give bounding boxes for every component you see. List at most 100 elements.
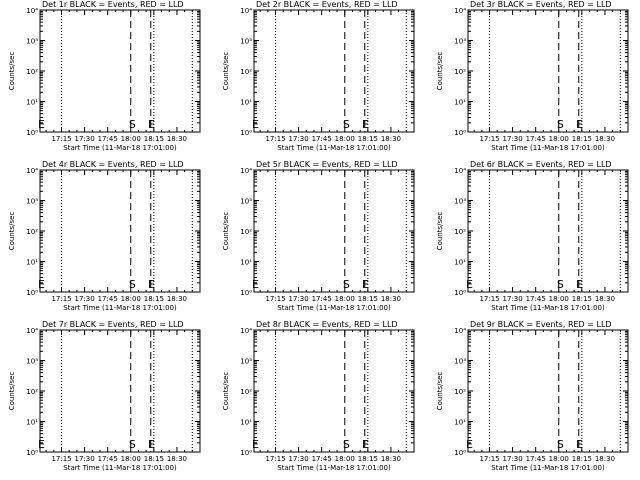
y-tick-label: 10³ [26, 198, 38, 206]
x-tick-label: 18:30 [167, 135, 187, 143]
y-tick-label: 10³ [454, 38, 466, 46]
x-tick-label: 17:30 [289, 135, 309, 143]
x-tick-label: 18:15 [572, 135, 592, 143]
x-tick-label: 17:45 [526, 455, 546, 463]
plot-frame [253, 169, 415, 293]
x-tick-label: 18:15 [572, 295, 592, 303]
plot-frame [467, 9, 629, 133]
panel-title: Det 1r BLACK = Events, RED = LLD [42, 0, 184, 9]
y-tick-label: 10⁰ [240, 289, 252, 297]
marker-s: S [129, 278, 136, 291]
x-tick-label: 18:15 [358, 135, 378, 143]
x-tick-label: 17:15 [265, 455, 285, 463]
y-tick-label: 10³ [240, 198, 252, 206]
x-axis-label: Start Time (11-Mar-18 17:01:00) [491, 144, 605, 152]
x-axis-label: Start Time (11-Mar-18 17:01:00) [63, 464, 177, 472]
panel-6: Det 6r BLACK = Events, RED = LLD 10⁰ 10¹ 10… [436, 160, 629, 312]
marker-e: E [576, 278, 583, 291]
panel-title: Det 8r BLACK = Events, RED = LLD [256, 320, 398, 329]
panel-9: Det 9r BLACK = Events, RED = LLD 10⁰ 10¹ 10… [436, 320, 629, 472]
marker-e: E [38, 118, 45, 131]
plot-frame [39, 9, 201, 133]
panel-2: Det 2r BLACK = Events, RED = LLD 10⁰ 10¹ 10… [222, 0, 415, 152]
x-axis-label: Start Time (11-Mar-18 17:01:00) [491, 464, 605, 472]
y-axis-label: Counts/sec [8, 372, 16, 411]
x-tick-label: 17:15 [51, 455, 71, 463]
y-tick-label: 10⁰ [26, 449, 38, 457]
y-tick-label: 10⁴ [454, 167, 466, 175]
panel-title: Det 5r BLACK = Events, RED = LLD [256, 160, 398, 169]
x-tick-label: 17:30 [289, 295, 309, 303]
x-tick-label: 18:15 [144, 295, 164, 303]
marker-s: S [343, 118, 350, 131]
y-tick-label: 10¹ [240, 99, 252, 107]
panel-3: Det 3r BLACK = Events, RED = LLD 10⁰ 10¹ 10… [436, 0, 629, 152]
x-tick-label: 17:30 [75, 455, 95, 463]
x-tick-label: 18:00 [335, 135, 355, 143]
panel-7: Det 7r BLACK = Events, RED = LLD 10⁰ 10¹ 10… [8, 320, 201, 472]
x-tick-label: 18:15 [572, 455, 592, 463]
marker-s: S [343, 438, 350, 451]
y-tick-label: 10⁴ [26, 327, 38, 335]
y-tick-label: 10¹ [240, 259, 252, 267]
y-tick-label: 10⁴ [240, 327, 252, 335]
x-tick-label: 17:15 [265, 295, 285, 303]
x-tick-label: 17:45 [526, 295, 546, 303]
y-tick-label: 10² [454, 68, 466, 76]
x-tick-label: 17:45 [312, 455, 332, 463]
x-tick-label: 17:30 [75, 295, 95, 303]
x-axis-label: Start Time (11-Mar-18 17:01:00) [277, 304, 391, 312]
x-tick-label: 18:00 [549, 135, 569, 143]
x-tick-label: 18:00 [549, 455, 569, 463]
y-tick-label: 10⁴ [454, 7, 466, 15]
marker-e: E [466, 438, 473, 451]
y-tick-label: 10⁴ [240, 7, 252, 15]
marker-e: E [252, 278, 259, 291]
panel-8: Det 8r BLACK = Events, RED = LLD 10⁰ 10¹ 10… [222, 320, 415, 472]
marker-e: E [252, 438, 259, 451]
marker-e: E [38, 438, 45, 451]
marker-e: E [576, 438, 583, 451]
marker-s: S [557, 438, 564, 451]
x-tick-label: 18:15 [144, 455, 164, 463]
marker-e: E [252, 118, 259, 131]
panel-title: Det 2r BLACK = Events, RED = LLD [256, 0, 398, 9]
y-tick-label: 10⁰ [26, 289, 38, 297]
y-tick-label: 10³ [26, 38, 38, 46]
y-tick-label: 10⁰ [454, 129, 466, 137]
x-tick-label: 18:00 [335, 295, 355, 303]
x-tick-label: 17:45 [312, 295, 332, 303]
panel-title: Det 7r BLACK = Events, RED = LLD [42, 320, 184, 329]
y-tick-label: 10¹ [26, 99, 38, 107]
y-axis-label: Counts/sec [436, 372, 444, 411]
panel-4: Det 4r BLACK = Events, RED = LLD 10⁰ 10¹ 10… [8, 160, 201, 312]
x-tick-label: 17:15 [479, 295, 499, 303]
x-tick-label: 17:15 [265, 135, 285, 143]
x-tick-label: 18:30 [381, 455, 401, 463]
x-tick-label: 17:45 [312, 135, 332, 143]
x-tick-label: 17:30 [75, 135, 95, 143]
x-tick-label: 18:00 [335, 455, 355, 463]
x-tick-label: 17:45 [98, 295, 118, 303]
x-tick-label: 18:30 [167, 295, 187, 303]
marker-e: E [576, 118, 583, 131]
panel-1: Det 1r BLACK = Events, RED = LLD 10⁰ 10¹ 10… [8, 0, 201, 152]
y-tick-label: 10¹ [240, 419, 252, 427]
y-tick-label: 10⁴ [26, 7, 38, 15]
x-tick-label: 17:15 [51, 295, 71, 303]
plot-frame [253, 329, 415, 453]
marker-e: E [148, 278, 155, 291]
x-tick-label: 18:00 [121, 455, 141, 463]
x-tick-label: 17:15 [479, 455, 499, 463]
y-tick-label: 10⁰ [26, 129, 38, 137]
y-axis-label: Counts/sec [436, 52, 444, 91]
x-tick-label: 17:15 [51, 135, 71, 143]
x-tick-label: 17:45 [98, 135, 118, 143]
panel-title: Det 6r BLACK = Events, RED = LLD [470, 160, 612, 169]
y-tick-label: 10⁴ [26, 167, 38, 175]
marker-s: S [557, 278, 564, 291]
y-tick-label: 10² [240, 388, 252, 396]
marker-e: E [362, 278, 369, 291]
y-tick-label: 10¹ [454, 259, 466, 267]
x-tick-label: 18:00 [121, 135, 141, 143]
